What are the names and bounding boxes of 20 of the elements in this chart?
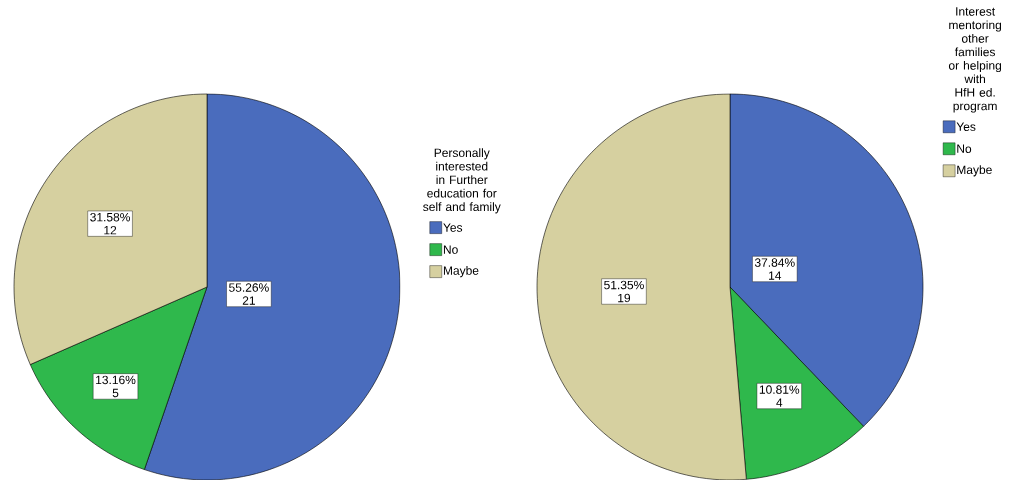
data-label: 13.16%: [96, 375, 136, 385]
legend-label: Yes: [956, 122, 976, 131]
legend-label: Maybe: [957, 165, 992, 177]
legend-label: Maybe: [443, 266, 479, 278]
text: 14: [769, 271, 782, 280]
data-label: 31.58%: [90, 212, 130, 222]
data-label: 37.84%: [754, 258, 795, 267]
legend-title: Interest mentoring other families or helping with HfH ed. program: [948, 7, 1002, 113]
data-label: 51.35%: [604, 280, 644, 290]
legend-label: Yes: [443, 223, 463, 232]
text: 4: [776, 398, 783, 407]
text: 19: [618, 293, 631, 303]
text: 5: [112, 388, 119, 398]
text: 21: [242, 296, 255, 305]
text: 12: [104, 225, 117, 235]
legend-label: No: [443, 245, 458, 254]
legend-label: No: [957, 144, 972, 153]
legend-title: Personally interested in Further education for self and family: [423, 148, 501, 214]
data-label: 10.81%: [759, 385, 800, 394]
data-label: 55.26%: [229, 283, 269, 292]
